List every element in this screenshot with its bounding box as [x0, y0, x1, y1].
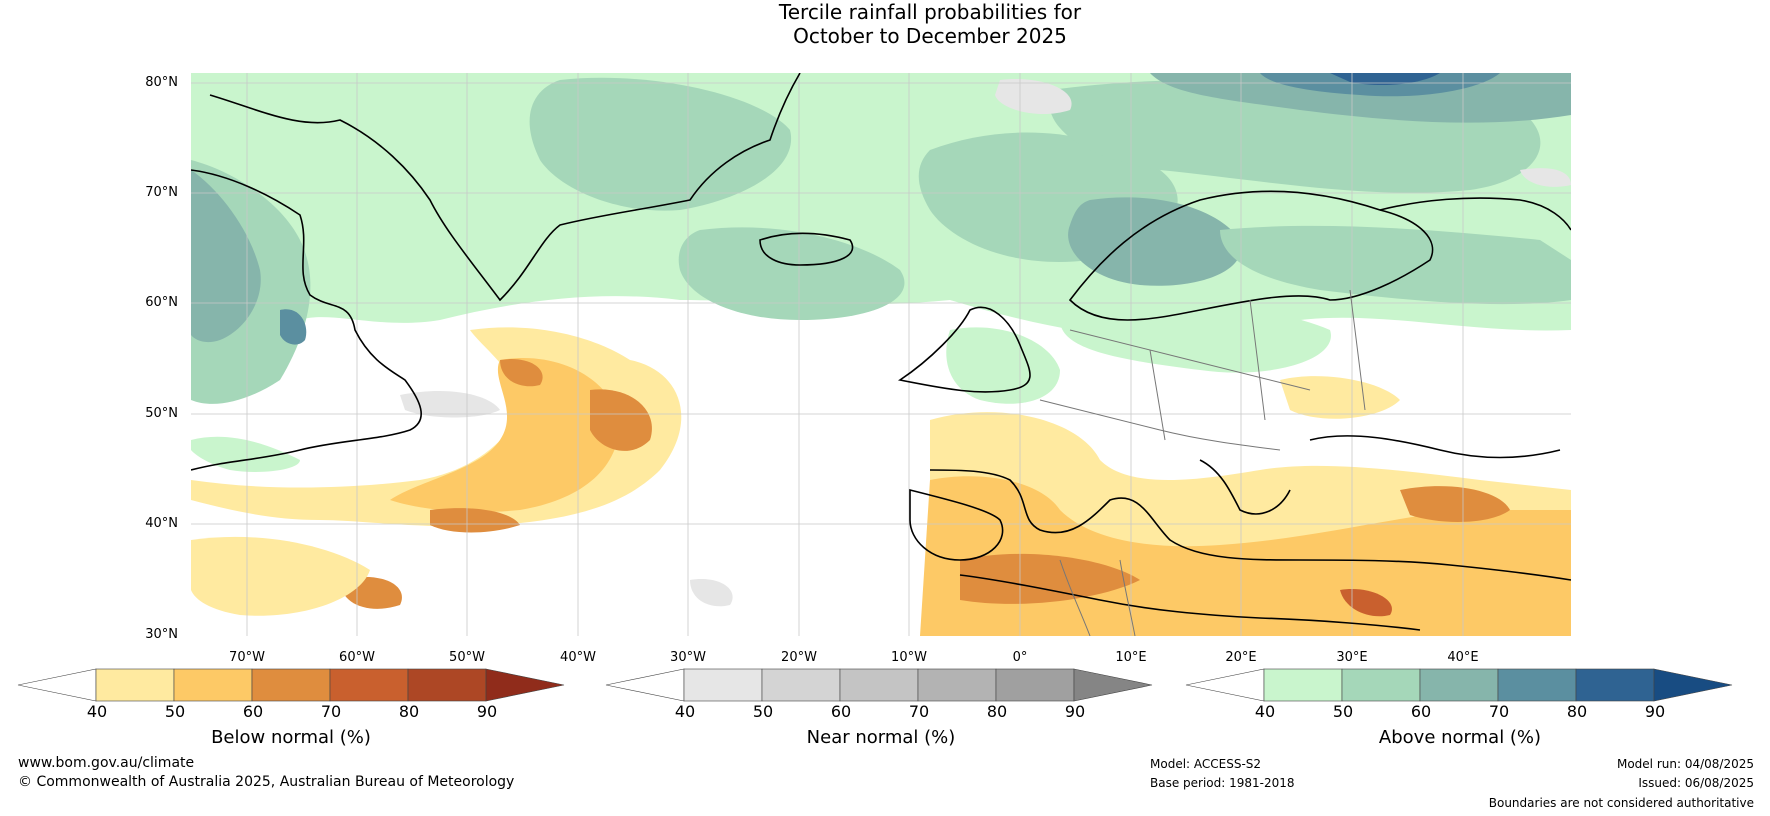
model-text: Model: ACCESS-S2 — [1150, 757, 1262, 771]
lat-label-30n: 30°N — [145, 627, 178, 642]
lon-label-40e: 40°E — [1447, 650, 1479, 665]
colorbar-below-high-extend — [485, 668, 565, 702]
colorbar-above-segment — [1497, 668, 1577, 702]
colorbar-above-label: Above normal (%) — [1378, 727, 1542, 748]
cb-above-tick: 90 — [1644, 702, 1666, 721]
website-link[interactable]: www.bom.gov.au/climate — [18, 755, 195, 771]
lon-label-40w: 40°W — [560, 650, 596, 665]
colorbar-below-segment — [407, 668, 487, 702]
cb-near-tick: 60 — [830, 702, 852, 721]
colorbar-near-segment — [683, 668, 763, 702]
cb-below-tick: 50 — [164, 702, 186, 721]
colorbar-above-normal — [1185, 668, 1733, 702]
colorbars-svg — [17, 668, 1733, 702]
colorbar-near-label: Near normal (%) — [806, 727, 956, 748]
colorbar-near-normal — [605, 668, 1153, 702]
colorbar-below-segment — [251, 668, 331, 702]
cb-near-tick: 40 — [674, 702, 696, 721]
probability-field — [191, 73, 1571, 636]
lon-label-70w: 70°W — [229, 650, 265, 665]
colorbar-above-low-extend — [1185, 668, 1265, 702]
colorbar-below-segment — [329, 668, 409, 702]
lat-label-60n: 60°N — [145, 295, 178, 310]
colorbar-near-segment — [839, 668, 919, 702]
colorbar-above-segment — [1263, 668, 1343, 702]
title-line-2: October to December 2025 — [793, 24, 1067, 48]
colorbar-above-segment — [1419, 668, 1499, 702]
cb-below-tick: 70 — [320, 702, 342, 721]
issued-text: Issued: 06/08/2025 — [1638, 776, 1754, 790]
colorbar-near-segment — [761, 668, 841, 702]
colorbar-near-high-extend — [1073, 668, 1153, 702]
colorbar-near-segment — [917, 668, 997, 702]
lat-label-80n: 80°N — [145, 75, 178, 90]
disclaimer-text: Boundaries are not considered authoritat… — [1488, 796, 1754, 810]
chart-title: Tercile rainfall probabilities for Octob… — [0, 0, 1770, 48]
colorbar-near-low-extend — [605, 668, 685, 702]
colorbar-below-low-extend — [17, 668, 97, 702]
colorbar-below-segment — [95, 668, 175, 702]
cb-below-tick: 80 — [398, 702, 420, 721]
model-run-text: Model run: 04/08/2025 — [1616, 757, 1754, 771]
colorbar-near-segment — [995, 668, 1075, 702]
cb-near-tick: 80 — [986, 702, 1008, 721]
colorbar-below-label: Below normal (%) — [211, 727, 371, 748]
lat-label-40n: 40°N — [145, 516, 178, 531]
cb-above-tick: 70 — [1488, 702, 1510, 721]
lon-label-60w: 60°W — [339, 650, 375, 665]
lon-label-10w: 10°W — [891, 650, 927, 665]
colorbar-below-normal — [17, 668, 565, 702]
cb-below-tick: 40 — [86, 702, 108, 721]
lon-label-50w: 50°W — [449, 650, 485, 665]
colorbar-above-segment — [1575, 668, 1655, 702]
lat-label-50n: 50°N — [145, 406, 178, 421]
country-borders — [1039, 289, 1366, 636]
lon-label-10e: 10°E — [1115, 650, 1147, 665]
cb-above-tick: 60 — [1410, 702, 1432, 721]
lon-label-0: 0° — [1012, 650, 1028, 665]
colorbar-above-high-extend — [1653, 668, 1733, 702]
lon-label-20e: 20°E — [1225, 650, 1257, 665]
graticule — [191, 73, 1571, 636]
colorbar-below-segment — [173, 668, 253, 702]
lon-label-30e: 30°E — [1336, 650, 1368, 665]
lon-label-20w: 20°W — [781, 650, 817, 665]
cb-near-tick: 90 — [1064, 702, 1086, 721]
base-period-text: Base period: 1981-2018 — [1150, 776, 1295, 790]
colorbar-above-segment — [1341, 668, 1421, 702]
cb-above-tick: 50 — [1332, 702, 1354, 721]
coastlines — [191, 73, 1571, 631]
lon-label-30w: 30°W — [670, 650, 706, 665]
cb-above-tick: 80 — [1566, 702, 1588, 721]
cb-below-tick: 90 — [476, 702, 498, 721]
title-line-1: Tercile rainfall probabilities for — [778, 0, 1082, 24]
cb-below-tick: 60 — [242, 702, 264, 721]
lat-label-70n: 70°N — [145, 185, 178, 200]
cb-near-tick: 50 — [752, 702, 774, 721]
cb-above-tick: 40 — [1254, 702, 1276, 721]
copyright-text: © Commonwealth of Australia 2025, Austra… — [18, 774, 515, 790]
cb-near-tick: 70 — [908, 702, 930, 721]
